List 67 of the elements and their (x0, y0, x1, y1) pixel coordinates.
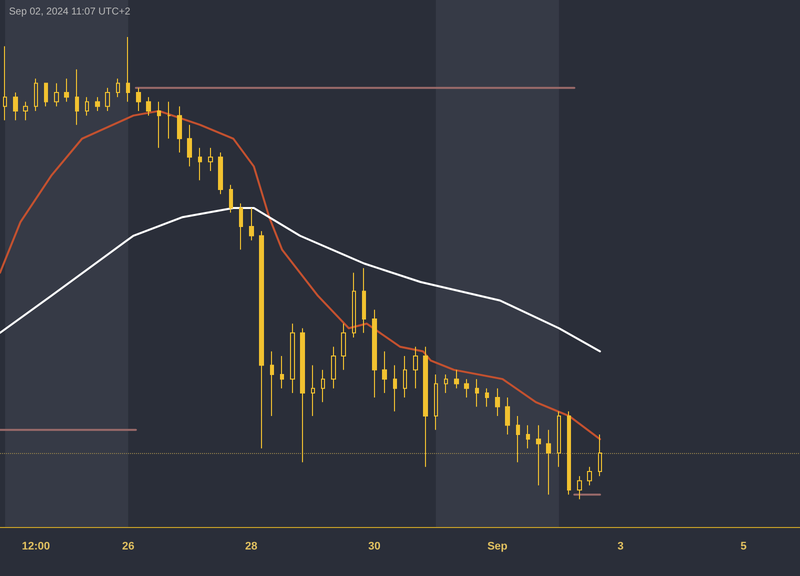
x-tick-label: Sep (487, 540, 508, 552)
candlestick (187, 124, 192, 167)
candlestick (218, 152, 223, 195)
candlestick (249, 208, 254, 241)
candlestick (516, 416, 520, 463)
x-tick-label: 28 (245, 540, 258, 552)
candlestick (290, 323, 295, 394)
candlestick (444, 374, 448, 394)
candlestick (167, 101, 171, 140)
candlestick (95, 96, 100, 112)
candlestick (44, 82, 48, 107)
candlestick (546, 429, 551, 496)
candlestick (475, 378, 479, 408)
candlestick (116, 78, 120, 98)
candlestick (239, 202, 243, 250)
candlestick (598, 434, 602, 477)
x-tick-label: 30 (368, 540, 380, 552)
candlestick (3, 46, 7, 121)
candlestick (157, 101, 161, 148)
x-tick-label: 12:00 (22, 540, 50, 552)
candlestick (526, 424, 530, 449)
text: Sep 02, 2024 11:07 UTC+2 (9, 6, 131, 18)
candlestick (393, 364, 397, 412)
candlestick (270, 350, 274, 417)
candlestick (567, 410, 571, 496)
x-tick-label: 3 (617, 540, 624, 552)
candlestick (464, 378, 469, 398)
candlestick (177, 106, 182, 154)
candlestick (198, 147, 202, 181)
candlestick (13, 92, 18, 121)
candlestick (280, 355, 284, 389)
x-tick-label: 26 (122, 540, 134, 552)
candlestick (34, 78, 38, 112)
candlestick (64, 78, 69, 102)
candlestick (536, 424, 541, 486)
candlestick (208, 147, 213, 172)
candlestick (54, 82, 59, 107)
candlestick (321, 369, 325, 403)
candlestick (557, 410, 561, 468)
candlestick (352, 272, 356, 338)
candlestick (403, 355, 407, 398)
candlestick (126, 36, 130, 102)
candlestick (577, 476, 582, 500)
candlestick (341, 323, 346, 370)
candlestick (105, 87, 110, 112)
candlestick (413, 346, 418, 389)
candlestick (75, 68, 79, 126)
candlestick (300, 328, 305, 463)
candlestick (382, 350, 387, 394)
candlestick (454, 369, 459, 389)
candlestick (423, 346, 428, 468)
candlestick (372, 309, 377, 398)
x-tick-label: 5 (740, 540, 747, 552)
candlestick (85, 96, 89, 116)
candlestick (331, 346, 336, 389)
candlestick (587, 466, 592, 486)
candlestick (136, 87, 141, 112)
candlestick (362, 268, 366, 334)
candlestick (229, 184, 233, 214)
candlestick (23, 101, 28, 121)
candlestick (505, 397, 510, 436)
candlestick (495, 388, 500, 417)
candlestick (434, 374, 438, 430)
candlestick (311, 364, 315, 417)
candlestick (146, 96, 151, 116)
candlestick (485, 388, 489, 408)
candlestick (259, 230, 264, 449)
